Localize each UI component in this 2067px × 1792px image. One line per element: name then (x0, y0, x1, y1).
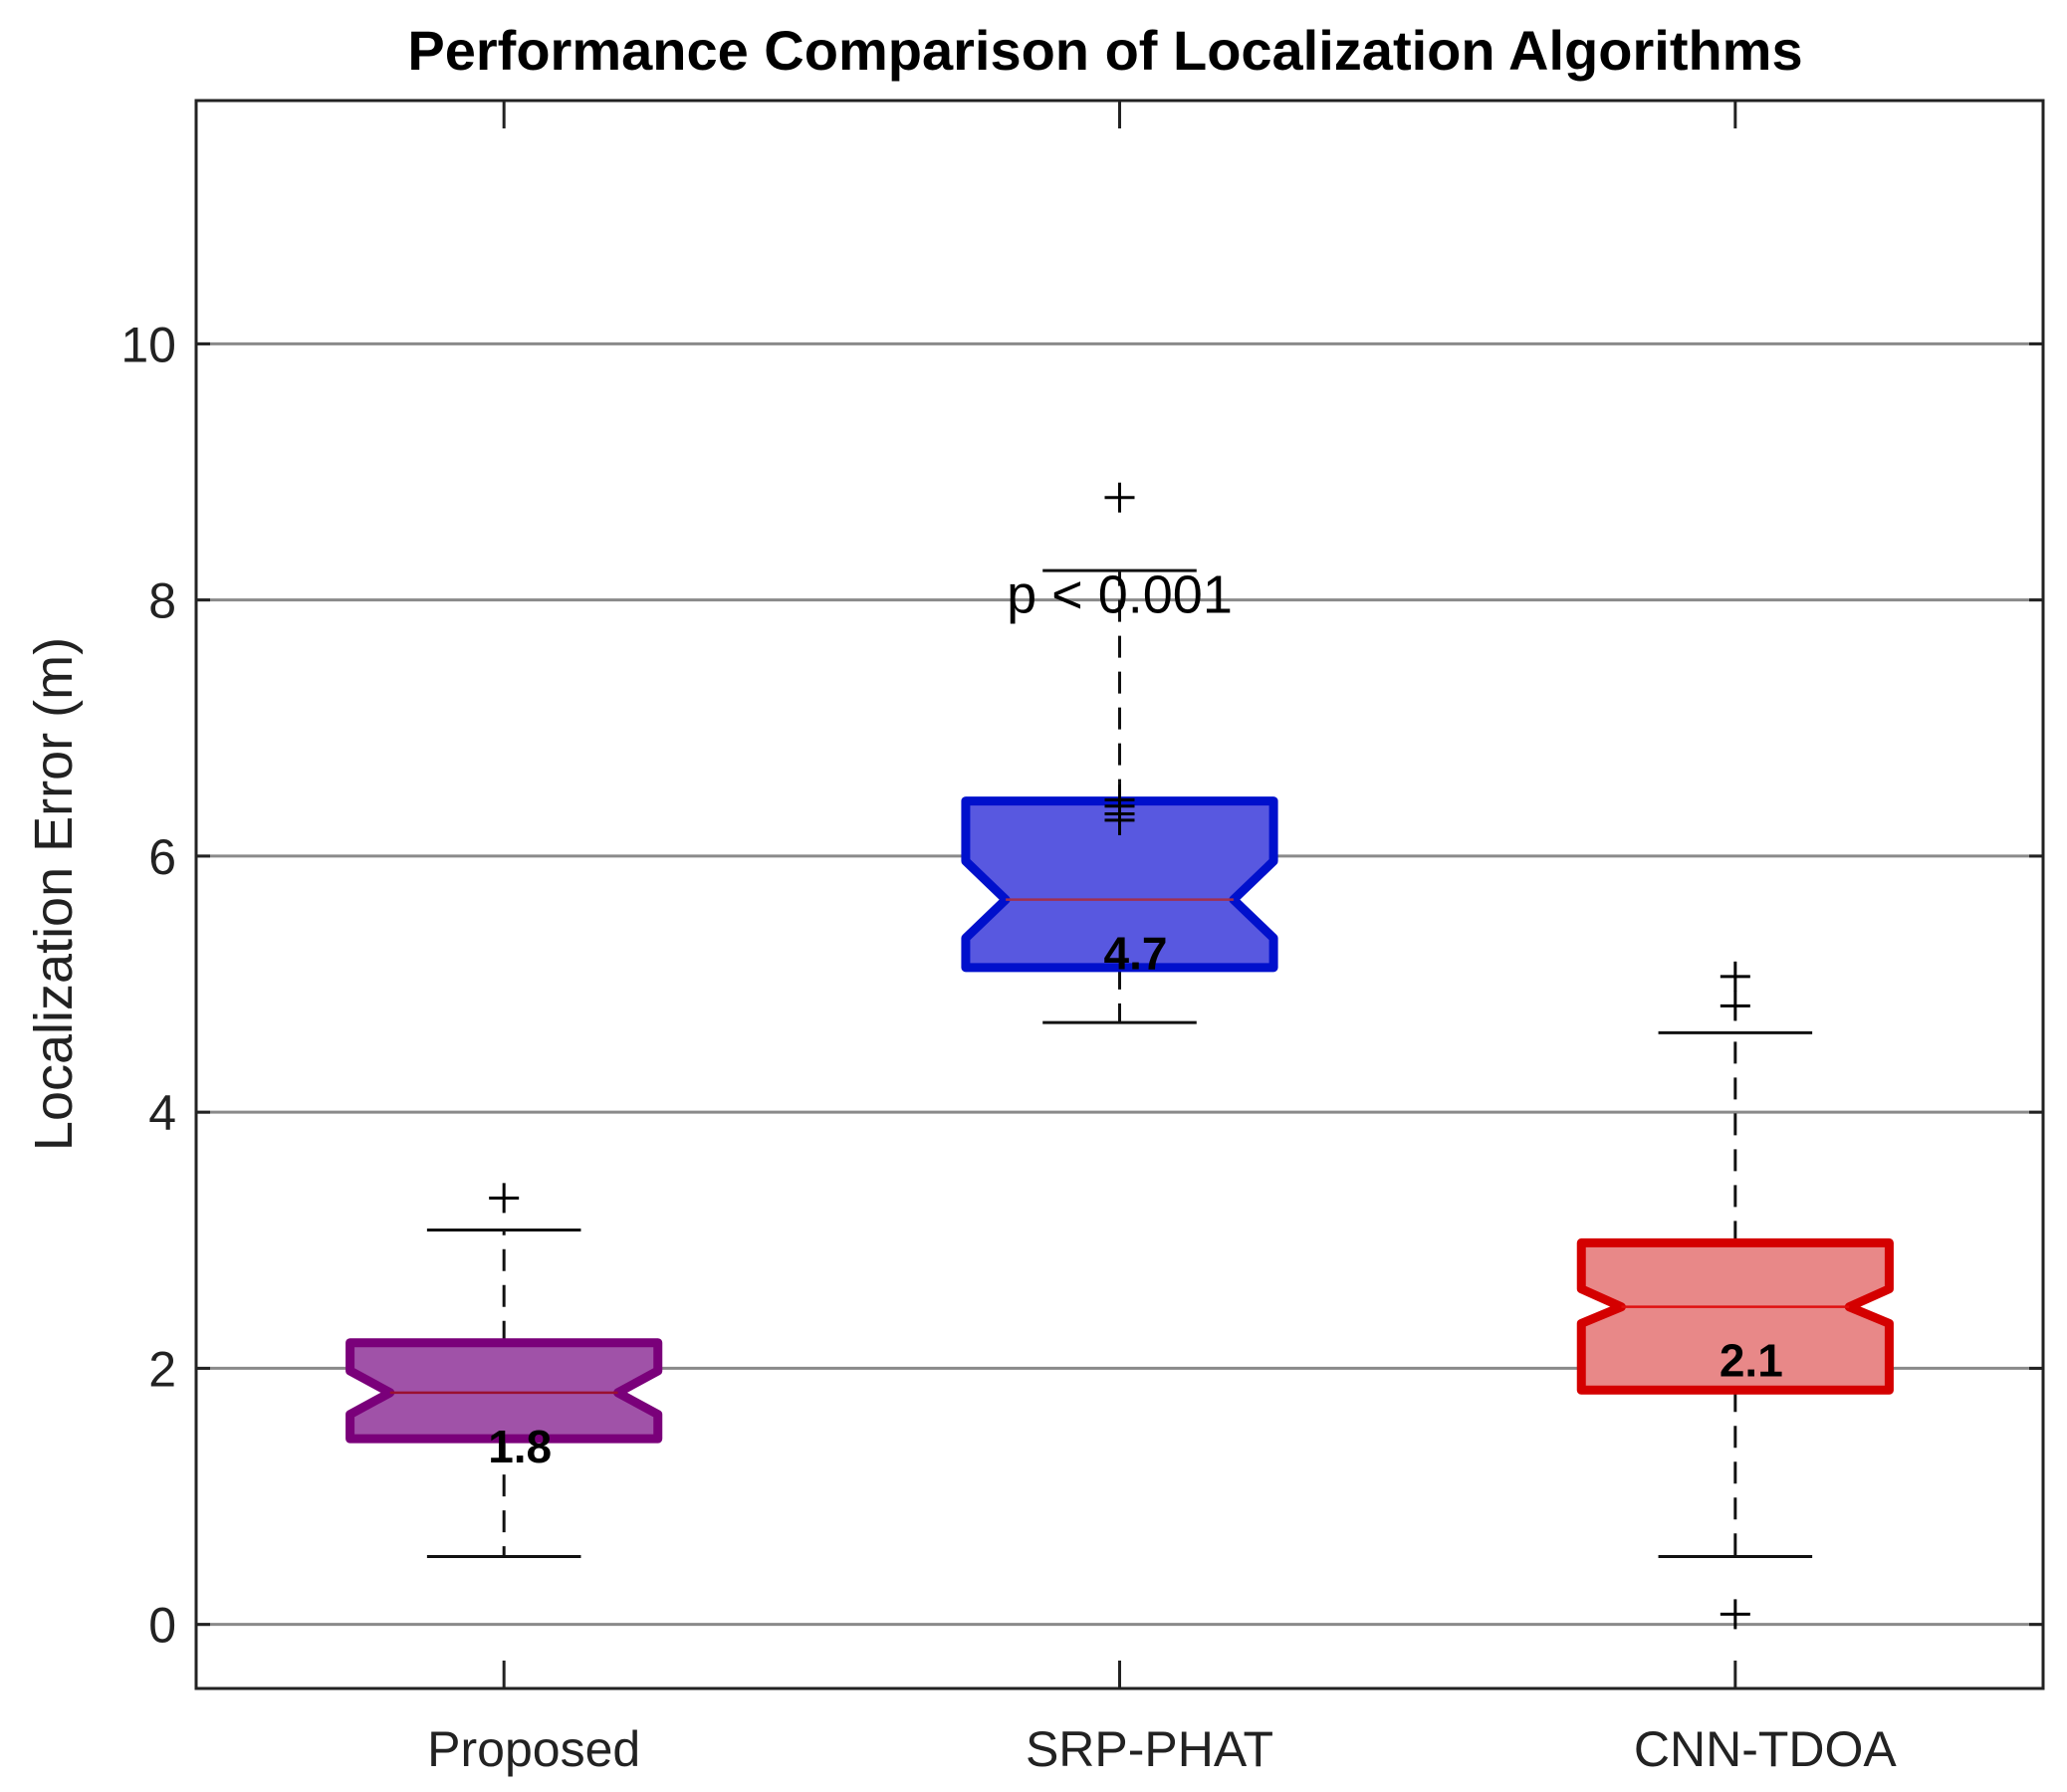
box-value-label: 1.8 (488, 1421, 552, 1472)
box-body (345, 1338, 663, 1444)
box-value-label: 4.7 (1104, 928, 1168, 980)
y-tick-label-6: 6 (148, 829, 176, 885)
box-group-2: 2.1 (1576, 961, 1894, 1630)
y-tick-label-2: 2 (148, 1341, 176, 1397)
y-tick-label-10: 10 (120, 317, 176, 372)
y-tick-label-8: 8 (148, 573, 176, 629)
y-axis-label: Localization Error (m) (24, 637, 84, 1151)
box-body (1576, 1237, 1894, 1395)
axis-ticks (196, 101, 2043, 1688)
outlier-marker-0 (1104, 482, 1135, 513)
box-group-0: 1.8 (345, 1183, 663, 1559)
boxes: 1.8 4.7 2.1 (345, 482, 1894, 1630)
y-tick-label-0: 0 (148, 1598, 176, 1654)
box-body (961, 796, 1278, 973)
tick-labels: 0 2 4 6 8 10 Proposed SRP-PHAT CNN-TDOA (120, 317, 1897, 1777)
significance-annotation: p < 0.001 (1007, 565, 1233, 625)
x-tick-label-2: CNN-TDOA (1634, 1721, 1898, 1777)
x-tick-label-1: SRP-PHAT (1026, 1721, 1273, 1777)
outlier-marker-1 (1720, 991, 1750, 1021)
annotations: p < 0.001 (1007, 565, 1233, 625)
outlier-marker-2 (1720, 1599, 1750, 1630)
box-value-label: 2.1 (1720, 1335, 1783, 1387)
y-tick-label-4: 4 (148, 1085, 176, 1141)
outlier-marker-4 (1104, 804, 1135, 835)
outlier-marker-0 (489, 1183, 520, 1214)
box-group-1: 4.7 (961, 482, 1278, 1024)
chart-title: Performance Comparison of Localization A… (407, 19, 1802, 82)
outlier-marker-0 (1720, 961, 1750, 992)
x-tick-label-0: Proposed (427, 1721, 640, 1777)
